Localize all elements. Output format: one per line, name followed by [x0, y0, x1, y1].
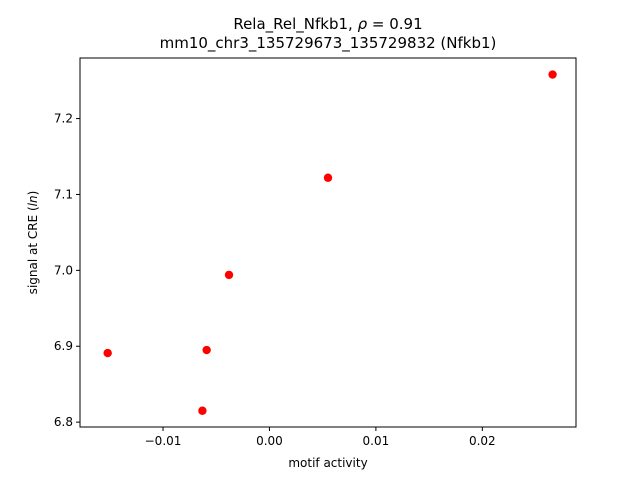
y-tick-label: 7.2 — [54, 112, 73, 126]
data-point-5 — [323, 173, 333, 182]
data-point-3 — [202, 345, 211, 355]
y-tick-label: 6.8 — [54, 415, 73, 429]
data-point-2 — [198, 406, 207, 415]
chart-title-line2: mm10_chr3_135729673_135729832 (Nfkb1) — [160, 34, 497, 53]
data-point-4 — [224, 270, 234, 280]
x-tick-label: −0.01 — [145, 434, 182, 448]
y-tick-label: 6.9 — [54, 339, 73, 353]
y-tick-label: 7.0 — [54, 263, 73, 277]
chart-title-line1: Rela_Rel_Nfkb1, ρ = 0.91 — [233, 15, 422, 34]
plot-frame — [79, 57, 577, 428]
y-axis-label: signal at CRE (ln) — [26, 191, 40, 295]
x-tick-label: 0.01 — [363, 434, 390, 448]
points-layer — [103, 70, 557, 415]
x-axis-ticks: −0.01 0.00 0.01 0.02 — [145, 427, 496, 448]
data-point-6 — [548, 70, 557, 79]
y-tick-label: 7.1 — [54, 187, 73, 201]
y-axis-ticks: 6.8 6.9 7.0 7.1 7.2 — [54, 112, 80, 429]
data-point-1 — [103, 348, 112, 358]
x-tick-label: 0.02 — [469, 434, 496, 448]
x-tick-label: 0.00 — [256, 434, 283, 448]
x-axis-label: motif activity — [288, 456, 367, 470]
